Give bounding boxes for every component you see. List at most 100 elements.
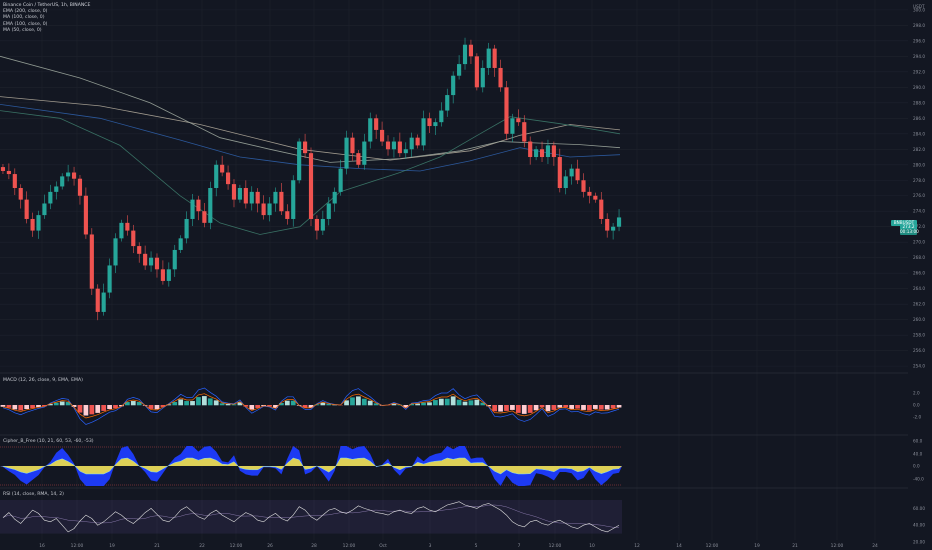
price-tick-label: 260.0 [913,317,925,322]
candle-body [101,292,106,312]
candle-body [326,203,331,219]
candle-body [581,180,586,192]
candle-body [18,188,23,200]
macd-histogram-bar [166,404,172,406]
macd-tick-label: -2.0 [913,415,922,420]
candle-body [486,48,491,68]
macd-histogram-bar [290,400,296,406]
legend-ema200[interactable]: EMA (200, close, 0) [3,9,48,15]
candle-body [320,218,325,231]
price-tick-label: 258.0 [913,333,925,338]
rsi-tick-label: 40.00 [913,523,925,528]
macd-histogram-bar [587,405,592,411]
macd-histogram-bar [36,405,41,408]
time-tick-label: 12:00 [343,543,356,549]
rsi-line [2,501,620,533]
macd-histogram-bar [450,396,456,406]
macd-histogram-bar [350,397,355,406]
macd-histogram-bar [172,402,178,406]
legend-ma100[interactable]: MA (100, close, 0) [3,15,45,21]
candle-body [611,226,616,231]
macd-histogram-bar [249,405,255,410]
candle-body [462,44,468,65]
price-tick-label: 298.0 [913,23,925,28]
candle-body [510,118,515,134]
price-tick-label: 296.0 [913,38,925,43]
macd-histogram-bar [527,405,533,413]
price-tick-label: 288.0 [913,100,925,105]
rsi-label[interactable]: RSI (14, close, RMA, 14, 2) [3,492,64,497]
time-tick-label: 21 [154,543,160,549]
candle-body [220,164,225,173]
macd-histogram-bar [83,405,89,416]
candle-body [599,199,604,219]
candle-body [119,222,124,239]
candle-body [48,191,53,204]
macd-histogram-bar [373,403,379,406]
candle-body [516,118,521,123]
legend-ema100[interactable]: EMA (100, close, 0) [3,21,48,27]
price-tick-label: 286.0 [913,116,925,121]
macd-histogram-bar [178,399,184,406]
macd-histogram-bar [101,405,107,411]
grid [0,0,908,540]
osc-tick-label: 60.0 [913,439,923,444]
macd-histogram-bar [391,403,397,406]
macd-histogram-bar [575,405,580,409]
price-axis: 300.0 298.0 296.0 294.0 292.0 290.0 288.0 286.0… [913,7,925,368]
candle-body [267,203,272,216]
price-tick-label: 268.0 [913,255,925,260]
price-tick-label: 294.0 [913,54,925,59]
time-tick-label: 26 [267,543,273,549]
time-tick-label: 24 [872,543,878,549]
candle-body [563,176,568,188]
candle-body [385,141,391,150]
candle-body [0,167,6,171]
macd-histogram-bar [30,405,35,409]
macd-histogram-bar [219,403,225,406]
candle-body [42,203,47,216]
macd-histogram-bar [557,405,563,408]
price-tick-label: 264.0 [913,286,925,291]
time-tick-label: 12:00 [706,543,719,549]
macd-histogram-bar [42,405,47,407]
macd-histogram-bar [433,400,438,406]
macd-histogram-bar [202,396,207,406]
macd-histogram-bar [308,405,314,408]
macd-histogram-bar [367,400,373,406]
candle-body [66,172,71,177]
candle-body [409,137,414,150]
candle-body [95,288,100,312]
macd-histogram-bar [474,399,480,406]
candle-body [24,199,29,219]
candle-body [30,218,35,231]
macd-histogram-bar [53,402,59,406]
candle-body [243,188,248,204]
macd-histogram-bar [563,405,569,408]
macd-histogram-bar [255,405,261,408]
macd-histogram-bar [267,405,272,407]
candle-body [492,48,497,68]
candle-body [208,188,213,223]
candle-body [457,64,462,76]
macd-label[interactable]: MACD (12, 26, close, 9, EMA, EMA) [3,378,83,383]
macd-histogram-bar [107,405,112,410]
macd-histogram-bar [184,401,189,406]
time-tick-label: 12:00 [831,543,844,549]
oscillator-label[interactable]: Cipher_B_Free (10, 21, 60, 53, -60, -53) [3,439,94,444]
symbol-title[interactable]: Binance Coin / TetherUS, 1h, BINANCE [3,3,91,8]
candle-body [616,217,622,227]
macd-histogram-bar [320,402,326,406]
candle-body [439,110,444,123]
macd-histogram-bar [444,398,450,406]
candle-body [273,191,278,204]
candle-body [125,222,130,231]
macd-histogram-bar [539,405,545,408]
candle-body [6,170,11,175]
macd-panel: 2.0 0.0 -2.0 [0,387,922,425]
legend-ma50[interactable]: MA (50, close, 0) [3,27,42,33]
price-tick-label: 284.0 [913,131,925,136]
macd-histogram-bar [498,405,503,412]
candle-body [36,215,41,231]
